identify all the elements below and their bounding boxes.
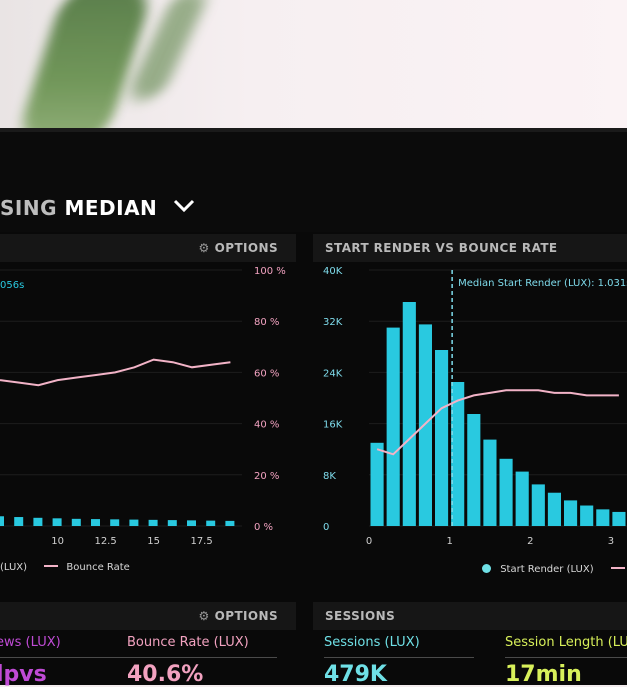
legend-swatch-bounce — [44, 565, 59, 567]
bar — [531, 484, 545, 526]
bar — [225, 520, 235, 526]
bar — [596, 509, 610, 526]
metric-label: ews (LUX) — [0, 635, 61, 650]
metric-label: Session Length (LU — [505, 635, 627, 650]
y-right-tick-label: 0 % — [254, 522, 273, 533]
bar — [14, 517, 24, 526]
x-tick-label: 17.5 — [190, 536, 212, 547]
bar — [612, 511, 626, 526]
metric-value: 479K — [324, 662, 387, 687]
bar — [386, 327, 400, 526]
bar — [564, 500, 578, 526]
dashboard-title[interactable]: SING MEDIAN — [0, 194, 195, 220]
metric-label: Bounce Rate (LUX) — [127, 635, 249, 650]
y-tick-label: 40K — [323, 266, 343, 277]
left-chart: 100 % 80 % 60 % 40 % 20 % 0 % 10 12.5 15 17.5 056s — [0, 266, 286, 547]
y-right-tick-label: 20 % — [254, 471, 279, 482]
title-prefix: SING — [0, 196, 57, 220]
metric-divider — [505, 657, 627, 658]
gear-icon: ⚙ — [198, 609, 210, 623]
bar — [52, 518, 62, 526]
y-tick-label: 8K — [323, 471, 336, 482]
bounce-rate-line — [0, 358, 231, 387]
bar — [110, 519, 120, 526]
y-tick-label: 32K — [323, 317, 343, 328]
bar — [547, 492, 561, 526]
bar — [71, 518, 81, 526]
sessions-header: SESSIONS — [313, 602, 627, 630]
bar — [435, 350, 449, 526]
bottom-options-label: OPTIONS — [214, 609, 278, 623]
x-tick-label: 0 — [366, 536, 372, 547]
x-tick-label: 2 — [527, 536, 533, 547]
metric-value: 17min — [505, 662, 582, 687]
options-label: OPTIONS — [214, 241, 278, 255]
left-panel-header: ⚙ OPTIONS — [0, 234, 296, 262]
bar — [483, 439, 497, 526]
gear-icon: ⚙ — [198, 241, 210, 255]
bar — [129, 519, 139, 526]
bar — [451, 382, 465, 526]
metric-divider — [324, 657, 474, 658]
legend-item-bounce: Bounce Rate — [66, 562, 130, 573]
bar — [499, 458, 513, 526]
y-right-tick-label: 100 % — [254, 266, 286, 277]
y-tick-label: 24K — [323, 368, 343, 379]
options-button[interactable]: ⚙ OPTIONS — [198, 234, 278, 262]
bar — [418, 324, 432, 526]
bar — [370, 442, 384, 526]
bar — [91, 519, 100, 526]
legend-swatch-bounce-right — [610, 567, 625, 569]
median-label: Median Start Render (LUX): 1.031s — [458, 278, 627, 289]
bar — [167, 520, 177, 526]
bar — [580, 505, 594, 526]
x-tick-label: 12.5 — [94, 536, 116, 547]
metric-value: 40.6% — [127, 662, 204, 687]
bounce-rate-line — [376, 389, 619, 456]
right-panel-title: START RENDER VS BOUNCE RATE — [325, 241, 558, 255]
bar — [515, 471, 529, 526]
legend-item-start-render: Start Render (LUX) — [500, 564, 594, 575]
bottom-options-button[interactable]: ⚙ OPTIONS — [198, 602, 278, 630]
metric-label: Sessions (LUX) — [324, 635, 420, 650]
x-tick-label: 10 — [51, 536, 64, 547]
bar — [187, 520, 196, 526]
chevron-down-icon[interactable] — [173, 194, 195, 218]
bar — [402, 302, 416, 526]
bar — [206, 520, 216, 526]
dashboard-topbar: SING MEDIAN — [0, 132, 627, 232]
metric-divider — [127, 657, 277, 658]
y-right-tick-label: 80 % — [254, 317, 279, 328]
right-panel-header: START RENDER VS BOUNCE RATE — [313, 234, 627, 262]
right-chart: 40K 32K 24K 16K 8K 0 0 1 2 3 Median Start Render (… — [323, 266, 627, 547]
legend-dot-start-render — [482, 564, 491, 573]
x-tick-label: 15 — [147, 536, 160, 547]
y-right-tick-label: 60 % — [254, 368, 279, 379]
monitor-screen: SING MEDIAN ⚙ OPTIONS START RENDER VS BOU… — [0, 128, 627, 687]
y-tick-label: 0 — [323, 522, 329, 533]
left-legend: (LUX) Bounce Rate — [0, 562, 130, 573]
bottom-left-header: ⚙ OPTIONS — [0, 602, 296, 630]
y-tick-label: 16K — [323, 420, 343, 431]
bar — [33, 517, 43, 526]
metric-divider — [0, 657, 146, 658]
y-right-tick-label: 40 % — [254, 420, 279, 431]
legend-item-lux: (LUX) — [0, 562, 28, 573]
metric-value: lpvs — [0, 662, 47, 687]
x-tick-label: 3 — [608, 536, 614, 547]
series-start-label: 056s — [0, 280, 24, 291]
right-legend: Start Render (LUX) — [482, 564, 625, 575]
bar — [467, 414, 481, 526]
bar — [148, 519, 158, 526]
title-strong: MEDIAN — [64, 196, 158, 220]
sessions-title: SESSIONS — [325, 609, 396, 623]
bar — [0, 516, 4, 526]
x-tick-label: 1 — [446, 536, 452, 547]
